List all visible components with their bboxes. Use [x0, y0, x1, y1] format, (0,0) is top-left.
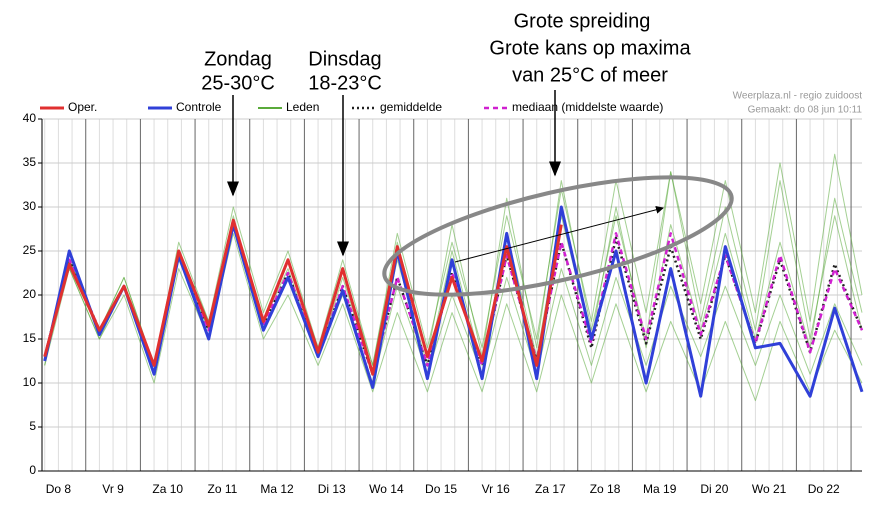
ellipse	[382, 175, 734, 297]
y-tick-label: 0	[29, 463, 36, 477]
x-tick-label: Do 22	[808, 482, 840, 496]
x-tick-label: Ma 12	[260, 482, 294, 496]
overlay	[227, 90, 734, 297]
x-tick-label: Za 10	[152, 482, 183, 496]
annotation: Zondag	[204, 48, 272, 70]
annotation: van 25°C of meer	[512, 64, 668, 86]
annotation: Grote spreiding	[514, 10, 651, 32]
annotation: Dinsdag	[308, 48, 381, 70]
x-tick-label: Wo 14	[369, 482, 404, 496]
annotation: 25-30°C	[201, 72, 275, 94]
series-line	[43, 218, 563, 376]
x-tick-label: Wo 21	[752, 482, 787, 496]
y-tick-label: 40	[23, 111, 37, 125]
series-line	[44, 153, 863, 366]
annotation: Grote kans op maxima	[489, 37, 691, 59]
source: Weerplaza.nl - regio zuidoost	[733, 91, 863, 102]
y-tick-label: 5	[29, 419, 36, 433]
y-tick-label: 20	[23, 287, 37, 301]
y-tick-label: 30	[23, 199, 37, 213]
x-tick-label: Do 15	[425, 482, 457, 496]
y-tick-label: 25	[23, 243, 37, 257]
legend-label: Controle	[176, 100, 222, 114]
x-tick-label: Vr 16	[482, 482, 511, 496]
legend-label: Oper.	[68, 100, 97, 114]
x-tick-label: Do 8	[46, 482, 72, 496]
y-tick-label: 15	[23, 331, 37, 345]
x-tick-label: Zo 18	[590, 482, 621, 496]
x-tick-label: Di 20	[700, 482, 728, 496]
legend-label: gemiddelde	[380, 100, 442, 114]
arrow	[454, 205, 664, 263]
x-tick-label: Zo 11	[208, 482, 238, 496]
y-tick-label: 10	[23, 375, 37, 389]
x-tick-label: Za 17	[535, 482, 566, 496]
y-tick-label: 35	[23, 155, 37, 169]
x-tick-label: Ma 19	[643, 482, 677, 496]
x-tick-label: Di 13	[318, 482, 346, 496]
legend-label: mediaan (middelste waarde)	[512, 100, 663, 114]
legend-label: Leden	[286, 100, 319, 114]
plot: 0 5 10 15 20 25 30 35 40 Do 8 Vr 9 Za 10 Zo 11 Ma 12 D…	[23, 111, 864, 496]
x-tick-label: Vr 9	[102, 482, 124, 496]
annotation: 18-23°C	[308, 72, 382, 94]
series-line	[44, 232, 863, 402]
created: Gemaakt: do 08 jun 10:11	[748, 105, 863, 116]
